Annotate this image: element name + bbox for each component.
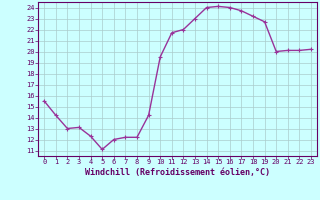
X-axis label: Windchill (Refroidissement éolien,°C): Windchill (Refroidissement éolien,°C) xyxy=(85,168,270,177)
